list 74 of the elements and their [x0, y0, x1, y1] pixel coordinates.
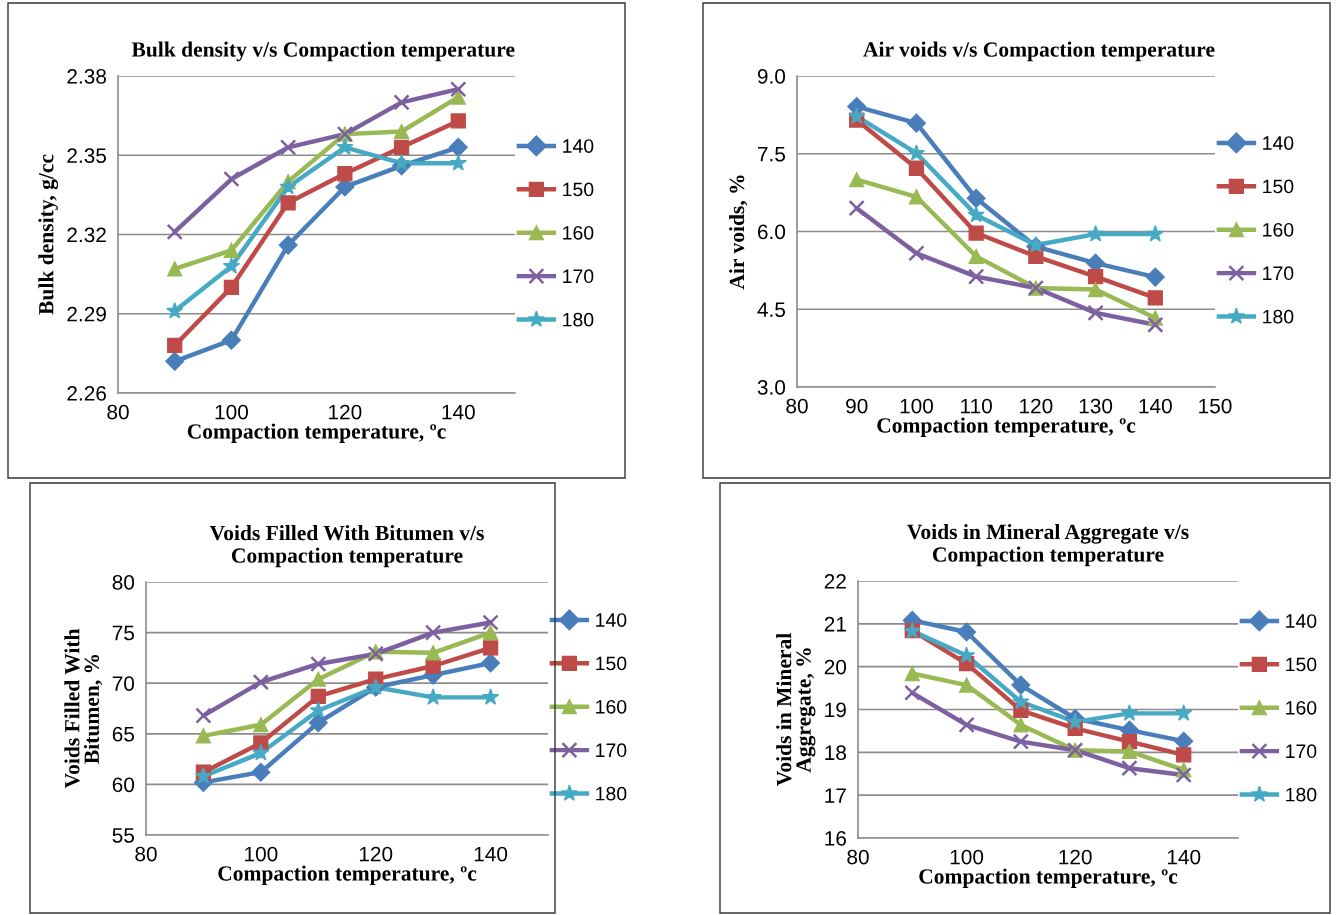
legend-label: 170: [563, 269, 594, 284]
x-tick-label: 100: [245, 846, 278, 862]
y-tick-label: 22: [824, 574, 846, 589]
y-tick-label: 16: [825, 831, 846, 846]
y-axis-title: Voids in Mineral Aggregate, %: [776, 633, 816, 787]
y-tick-label: 17: [825, 788, 846, 803]
y-axis-title: Bulk density, g/cc: [38, 154, 59, 315]
y-tick-label: 75: [112, 625, 135, 641]
y-tick-label: 18: [825, 745, 846, 761]
y-tick-label: 2.38: [67, 69, 106, 84]
x-axis-title: Compaction temperature, ºc: [187, 423, 446, 444]
legend-label: 140: [1263, 136, 1294, 150]
legend-label: 140: [563, 139, 594, 153]
legend-label: 160: [1286, 700, 1317, 715]
x-tick-label: 100: [950, 849, 984, 865]
y-tick-label: 7.5: [758, 146, 786, 162]
y-tick-label: 4.5: [757, 302, 786, 317]
x-tick-label: 140: [1167, 849, 1201, 865]
x-axis-title: Compaction temperature, ºc: [919, 868, 1178, 889]
y-axis-title: Voids Filled With Bitumen, %: [64, 628, 103, 789]
y-axis-title: Air voids, %: [729, 175, 748, 290]
x-tick-label: 140: [442, 404, 475, 420]
chart-title: Voids in Mineral Aggregate v/s Compaction temperature: [907, 523, 1189, 567]
x-tick-label: 110: [961, 398, 992, 414]
y-tick-label: 3.0: [757, 380, 786, 395]
x-tick-label: 150: [1199, 398, 1232, 414]
y-tick-label: 2.26: [67, 386, 106, 401]
y-tick-label: 65: [112, 726, 135, 742]
legend-label: 160: [1263, 222, 1294, 237]
y-tick-label: 55: [112, 828, 135, 843]
x-tick-label: 80: [786, 398, 808, 414]
legend-label: 170: [1286, 744, 1317, 759]
y-tick-label: 19: [825, 702, 846, 718]
x-tick-label: 120: [359, 846, 393, 862]
x-tick-label: 140: [1139, 398, 1172, 414]
legend-label: 180: [563, 312, 594, 327]
x-tick-label: 140: [474, 846, 508, 862]
legend-label: 180: [596, 786, 627, 801]
y-tick-label: 80: [112, 575, 135, 590]
legend-label: 170: [596, 743, 627, 758]
legend-label: 150: [563, 182, 594, 197]
x-tick-label: 80: [847, 849, 869, 865]
x-tick-label: 90: [846, 398, 868, 414]
y-tick-label: 21: [824, 616, 846, 632]
x-tick-label: 80: [135, 846, 157, 862]
legend-label: 140: [596, 613, 627, 627]
y-tick-label: 2.29: [67, 306, 106, 322]
legend-label: 150: [1286, 657, 1317, 672]
legend-label: 140: [1286, 614, 1317, 628]
legend-label: 160: [563, 225, 594, 240]
legend-label: 180: [1263, 309, 1294, 324]
x-tick-label: 100: [215, 404, 248, 420]
chart-title: Air voids v/s Compaction temperature: [863, 41, 1215, 62]
y-tick-label: 20: [824, 659, 847, 675]
legend-label: 160: [596, 699, 627, 714]
x-tick-label: 120: [1059, 849, 1092, 865]
y-tick-label: 70: [112, 676, 135, 691]
chart-title: Bulk density v/s Compaction temperature: [131, 41, 515, 62]
y-tick-label: 9.0: [757, 69, 786, 84]
y-tick-label: 2.32: [67, 227, 106, 243]
x-tick-label: 120: [329, 404, 362, 420]
chart-title: Voids Filled With Bitumen v/s Compaction temperature: [209, 525, 484, 568]
y-tick-label: 6.0: [757, 224, 786, 240]
legend-label: 150: [596, 656, 627, 671]
x-tick-label: 120: [1020, 398, 1053, 414]
legend-label: 170: [1263, 266, 1294, 281]
x-axis-title: Compaction temperature, ºc: [877, 417, 1136, 438]
legend-label: 180: [1286, 787, 1317, 802]
y-tick-label: 60: [112, 777, 135, 793]
y-tick-label: 2.35: [67, 148, 107, 163]
x-tick-label: 100: [900, 398, 933, 414]
x-tick-label: 130: [1079, 398, 1113, 414]
x-axis-title: Compaction temperature, ºc: [218, 865, 477, 886]
legend-label: 150: [1263, 179, 1294, 194]
